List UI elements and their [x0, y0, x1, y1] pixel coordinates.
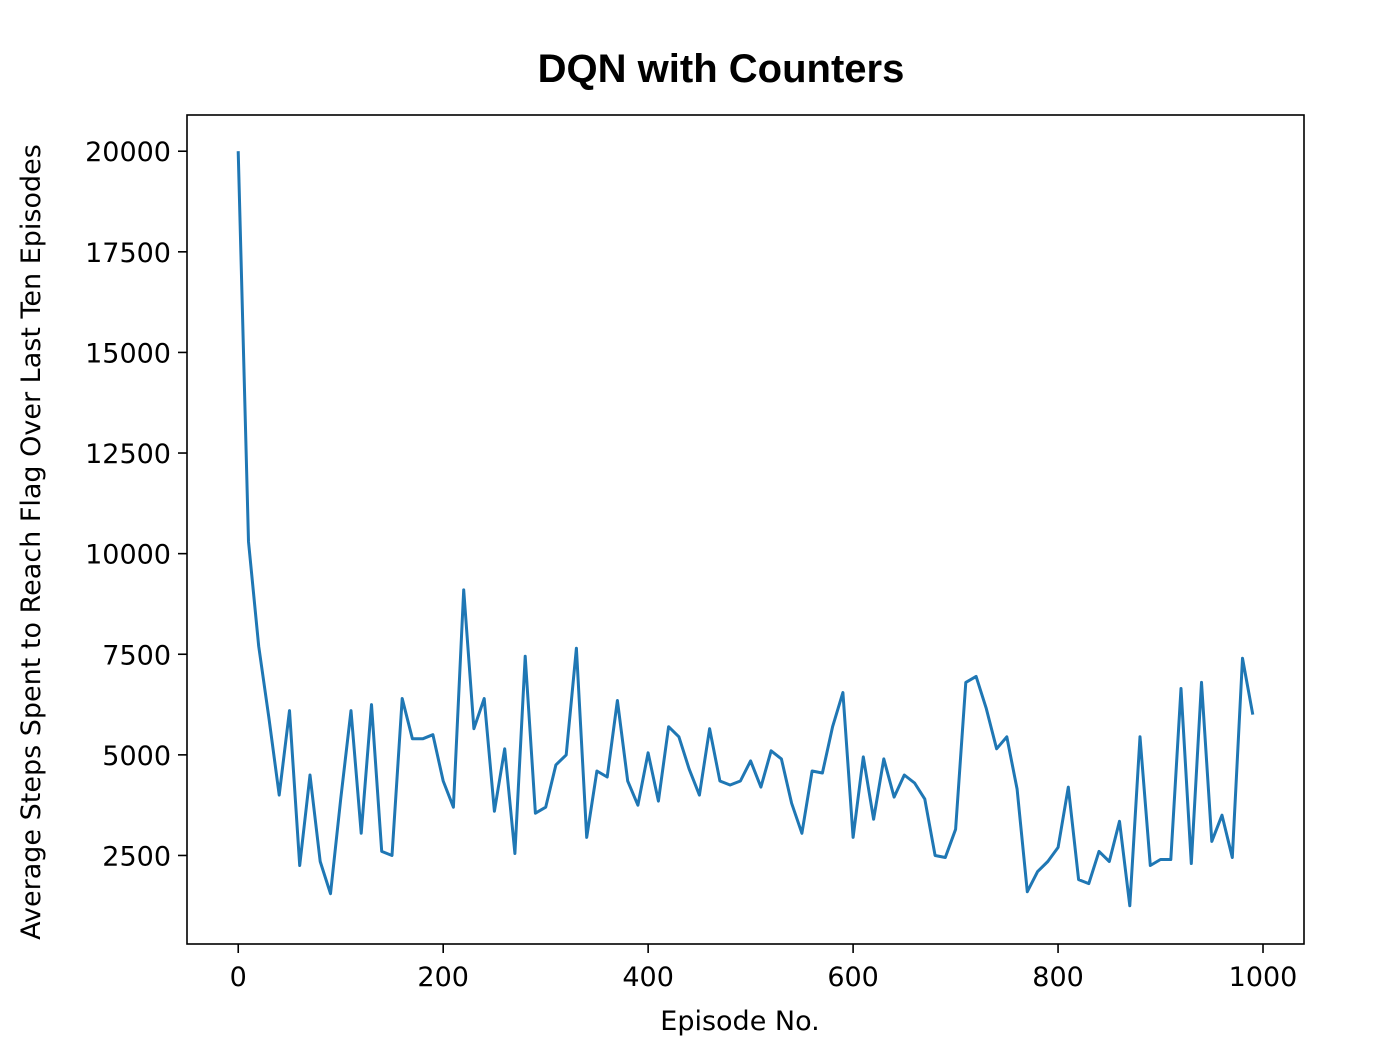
y-tick-label-7500: 7500 — [102, 640, 171, 671]
y-tick-label-2500: 2500 — [102, 841, 171, 872]
x-tick-label-600: 600 — [827, 962, 879, 993]
series-line-0 — [236, 151, 1255, 908]
y-tick-label-10000: 10000 — [85, 540, 171, 571]
x-tick-label-0: 0 — [230, 962, 247, 993]
y-axis-label: Average Steps Spent to Reach Flag Over L… — [16, 144, 47, 940]
y-tick-label-15000: 15000 — [85, 338, 171, 369]
y-tick-label-12500: 12500 — [85, 439, 171, 470]
chart-title: DQN with Counters — [538, 47, 905, 91]
x-tick-label-400: 400 — [622, 962, 674, 993]
y-tick-label-20000: 20000 — [85, 137, 171, 168]
x-axis-label: Episode No. — [660, 1006, 819, 1037]
y-tick-label-17500: 17500 — [85, 238, 171, 269]
y-tick-label-5000: 5000 — [102, 741, 171, 772]
axes-frame — [186, 114, 1305, 945]
plot-area: 0 200 400 600 800 1000 2500 5000 7500 10000 12500 1… — [85, 114, 1305, 993]
x-tick-label-1000: 1000 — [1229, 962, 1298, 993]
x-tick-label-800: 800 — [1032, 962, 1084, 993]
x-tick-label-200: 200 — [417, 962, 469, 993]
